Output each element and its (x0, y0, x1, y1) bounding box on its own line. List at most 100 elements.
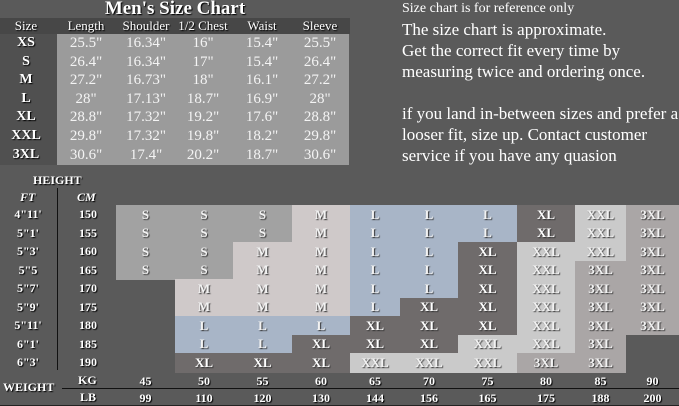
size-cell: XXL (458, 334, 517, 354)
weight-kg: 90 (646, 374, 659, 388)
size-cell: L (400, 242, 458, 262)
note-line (402, 82, 679, 103)
size-cell: 3XL (626, 279, 679, 299)
size-cell: S (175, 242, 233, 262)
size-cell: L (233, 316, 292, 336)
size-cell: XXL (517, 297, 575, 317)
size-cell: M (292, 223, 350, 243)
size-cell: S (233, 223, 292, 243)
measurement-cell: 18.7" (186, 90, 220, 107)
measurement-cell: 28.8" (69, 109, 103, 126)
size-cell: XXL (517, 334, 575, 354)
size-cell: L (233, 334, 292, 354)
size-cell: XXL (575, 205, 626, 225)
height-ft: 6"1' (17, 336, 39, 351)
measurement-cell: 16.9" (245, 90, 279, 107)
size-label: 3XL (12, 146, 40, 162)
divider (57, 188, 58, 370)
height-cm: 160 (79, 244, 97, 259)
weight-kg: 75 (481, 374, 494, 388)
size-label: XS (17, 35, 35, 50)
size-cell: 3XL (626, 223, 679, 243)
size-chart-title: Men's Size Chart (104, 0, 246, 19)
size-cell: L (400, 223, 458, 243)
measurement-cell: 30.6" (69, 146, 103, 163)
size-cell: XL (233, 353, 292, 373)
size-cell: M (292, 205, 350, 225)
size-cell: XL (350, 316, 400, 336)
size-cell: M (175, 297, 233, 317)
size-label: XL (16, 109, 36, 125)
size-cell: M (233, 260, 292, 280)
size-cell: XL (458, 297, 517, 317)
size-cell: 3XL (626, 297, 679, 317)
size-cell: XL (458, 316, 517, 336)
size-cell: XXL (575, 223, 626, 243)
size-cell: XL (458, 260, 517, 280)
size-cell: XL (517, 205, 575, 225)
size-cell: XXL (517, 279, 575, 299)
size-cell: XL (350, 334, 400, 354)
size-cell: 3XL (575, 353, 626, 373)
weight-kg: 80 (540, 374, 552, 388)
size-cell: L (350, 279, 400, 299)
weight-lb: 156 (420, 391, 438, 405)
note-line: Get the correct fit every time by (402, 41, 621, 60)
height-ft: 6"3' (17, 355, 39, 370)
size-cell: XL (400, 334, 458, 354)
height-ft: 5"5 (18, 262, 38, 277)
height-ft: 5"7' (17, 281, 39, 296)
size-cell: XL (517, 223, 575, 243)
note-line: looser fit, size up. Contact customer (402, 125, 648, 144)
note-line: The size chart is approximate. (402, 20, 607, 39)
size-cell: XXL (458, 353, 517, 373)
size-cell: 3XL (626, 316, 679, 336)
size-cell: XL (292, 334, 350, 354)
measurement-cell: 19.2" (186, 109, 220, 126)
size-cell: L (350, 242, 400, 262)
size-cell: 3XL (626, 205, 679, 225)
measurement-cell: 16.34" (126, 53, 166, 70)
size-cell: XL (458, 279, 517, 299)
note-line: service if you have any quasion (402, 146, 617, 165)
measurement-cell: 17.32" (126, 109, 166, 126)
size-label: M (19, 72, 33, 88)
height-cm: 170 (79, 281, 97, 296)
height-cm: 150 (79, 207, 97, 221)
measurement-cell: 26.4" (69, 53, 103, 70)
measurement-cell: 16.1" (245, 72, 279, 89)
weight-lb: 144 (366, 391, 384, 405)
size-cell: M (292, 279, 350, 299)
measurement-cell: 28" (309, 90, 331, 107)
size-cell: 3XL (575, 279, 626, 299)
size-cell: XL (400, 316, 458, 336)
weight-kg: 70 (423, 374, 435, 388)
cm-label: CM (77, 190, 96, 204)
measurement-cell: 17.4" (129, 146, 163, 163)
size-cell: L (350, 205, 400, 225)
size-cell: XXL (575, 242, 626, 262)
size-cell: L (350, 297, 400, 317)
column-header: Size (14, 18, 38, 33)
height-cm: 175 (79, 299, 97, 314)
measurements-bg (57, 34, 349, 165)
size-cell: XL (292, 353, 350, 373)
size-cell: S (116, 242, 175, 262)
size-label: L (21, 90, 31, 106)
measurement-cell: 27.2" (303, 72, 337, 89)
height-cm: 180 (79, 318, 97, 333)
height-ft: 5"3' (17, 244, 39, 259)
note-line: measuring twice and ordering once. (402, 62, 646, 81)
measurement-cell: 29.8" (69, 128, 103, 144)
measurement-cell: 25.5" (69, 35, 103, 51)
size-cell: L (175, 316, 233, 336)
weight-lb: 175 (537, 391, 555, 405)
size-cell: L (350, 260, 400, 280)
measurement-cell: 16" (192, 35, 214, 51)
measurement-cell: 19.8" (186, 128, 220, 144)
size-cell: L (400, 205, 458, 225)
size-cell: M (233, 279, 292, 299)
size-cell: 3XL (575, 260, 626, 280)
notes: Size chart is for reference only The siz… (402, 0, 679, 166)
column-header: Shoulder (122, 18, 170, 33)
